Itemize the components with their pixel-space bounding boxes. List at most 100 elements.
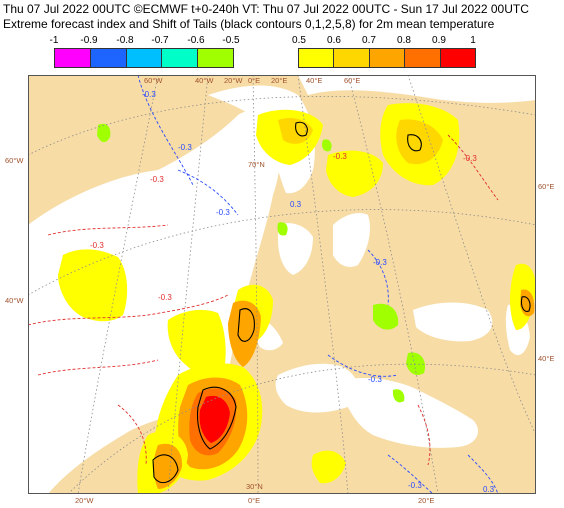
colorbar-swatch	[334, 49, 370, 67]
colorbar-swatch	[440, 49, 476, 67]
map-title-line2: Extreme forecast index and Shift of Tail…	[3, 17, 495, 31]
black-sea	[413, 302, 493, 342]
lon-label-top: 20°W	[224, 76, 243, 85]
colorbar-swatch	[299, 49, 335, 67]
efi-area-orange	[228, 300, 261, 367]
lon-label-top: 20°E	[271, 76, 287, 85]
contour-label: -0.3	[368, 375, 382, 384]
arctic-ocean	[298, 75, 536, 103]
lon-label-bottom: 20°E	[418, 496, 435, 505]
negative-colorbar	[54, 48, 234, 68]
sot-contour	[520, 296, 531, 312]
colorbar-swatch	[405, 49, 441, 67]
map-canvas: -0.3 -0.3 -0.3 0.3 -0.3 -0.3 -0.3 -0.3 -…	[28, 75, 536, 494]
contours-negative-blue	[137, 75, 499, 494]
colorbar-swatch	[369, 49, 406, 67]
lon-label-right: 40°E	[538, 354, 555, 363]
meridian-line	[407, 75, 536, 436]
colorbar-tick: -0.5	[222, 35, 240, 46]
efi-shading	[58, 103, 536, 494]
sot-contour	[407, 134, 422, 152]
sot-contour	[152, 454, 179, 484]
contour-labels: -0.3 -0.3 -0.3 0.3 -0.3 -0.3 -0.3 -0.3 -…	[90, 90, 495, 494]
colorbar-tick: -1	[49, 35, 59, 46]
efi-area-green	[321, 139, 332, 152]
contour-label: 0.3	[290, 200, 302, 209]
colorbar-tick: 0.5	[292, 35, 306, 46]
lon-label-top: 0°E	[248, 76, 260, 85]
efi-area-yellow	[311, 450, 346, 484]
contour-line	[177, 169, 239, 216]
colorbar-tick: 1	[470, 35, 476, 46]
efi-area-gold	[396, 119, 443, 165]
contour-label: -0.3	[333, 152, 347, 161]
lon-label-right: 60°E	[538, 182, 555, 191]
contour-line	[47, 224, 169, 236]
contour-label: 0.3	[483, 485, 495, 494]
sot-contour	[196, 386, 237, 450]
colorbar-swatch	[198, 49, 233, 67]
contour-label: -0.3	[142, 90, 156, 99]
lon-label-top: 60°W	[144, 76, 163, 85]
efi-area-green	[392, 389, 405, 403]
colorbar-tick: 0.7	[362, 35, 376, 46]
contour-line	[367, 249, 389, 306]
colorbar-swatch	[90, 49, 127, 67]
meridian-line	[167, 75, 209, 494]
efi-area-yellow	[58, 249, 128, 322]
colorbar-tick: 0.9	[432, 35, 446, 46]
lon-label-left: 60°W	[5, 156, 24, 165]
lon-label-left: 40°W	[5, 296, 24, 305]
colorbar-swatch	[126, 49, 163, 67]
contours-sot-black	[152, 121, 531, 484]
colorbar-tick: 0.6	[327, 35, 341, 46]
contour-label: -0.3	[90, 241, 104, 250]
efi-area-green	[406, 352, 426, 375]
meridian-line	[252, 75, 259, 494]
colorbar-tick: -0.8	[116, 35, 134, 46]
map-title-line1: Thu 07 Jul 2022 00UTC ©ECMWF t+0-240h VT…	[3, 2, 529, 16]
sot-contour	[237, 308, 255, 342]
efi-area-green	[277, 222, 288, 236]
contour-line	[327, 354, 399, 377]
colorbar-tick: -0.9	[80, 35, 98, 46]
efi-area-green	[97, 123, 111, 143]
lon-label-bottom: 20°W	[75, 496, 94, 505]
efi-area-gold	[278, 118, 313, 144]
parallel-line	[28, 96, 536, 156]
contour-label: -0.3	[178, 143, 192, 152]
lon-label-top: 60°E	[344, 76, 360, 85]
efi-map: -0.3 -0.3 -0.3 0.3 -0.3 -0.3 -0.3 -0.3 -…	[28, 75, 536, 494]
contour-label: -0.3	[216, 208, 230, 217]
contour-line	[117, 404, 147, 466]
lat-label: 70°N	[248, 160, 265, 169]
lat-label: 30°N	[246, 482, 263, 491]
graticule	[28, 75, 536, 494]
colorbar-tick: -0.6	[187, 35, 205, 46]
meridian-line	[77, 75, 159, 494]
north-atlantic	[28, 110, 281, 494]
colorbar-tick: 0.8	[397, 35, 411, 46]
contour-line	[447, 134, 499, 201]
contour-line	[28, 294, 229, 326]
parallel-line	[67, 363, 536, 494]
colorbar-tick: -0.7	[151, 35, 169, 46]
parallel-line	[28, 209, 536, 296]
baltic-sea	[333, 213, 370, 267]
map-frame	[28, 75, 536, 494]
lon-label-top: 40°W	[195, 76, 214, 85]
sot-contour	[295, 121, 308, 137]
colorbar-swatch	[162, 49, 199, 67]
meridian-line	[297, 75, 349, 494]
positive-colorbar	[298, 48, 476, 68]
contour-label: -0.3	[373, 258, 387, 267]
contour-label: -0.3	[158, 293, 172, 302]
contour-line	[387, 454, 434, 494]
efi-negative-patches	[97, 123, 426, 403]
contour-label: -0.3	[408, 481, 422, 490]
graticule-labels: 60°W 40°W 20°W 0°E 20°E 40°E 60°E 70°N 3…	[144, 76, 360, 491]
north-sea	[278, 223, 313, 275]
contour-label: -0.3	[463, 154, 477, 163]
colorbar-swatch	[55, 49, 91, 67]
western-mediterranean	[275, 363, 359, 413]
